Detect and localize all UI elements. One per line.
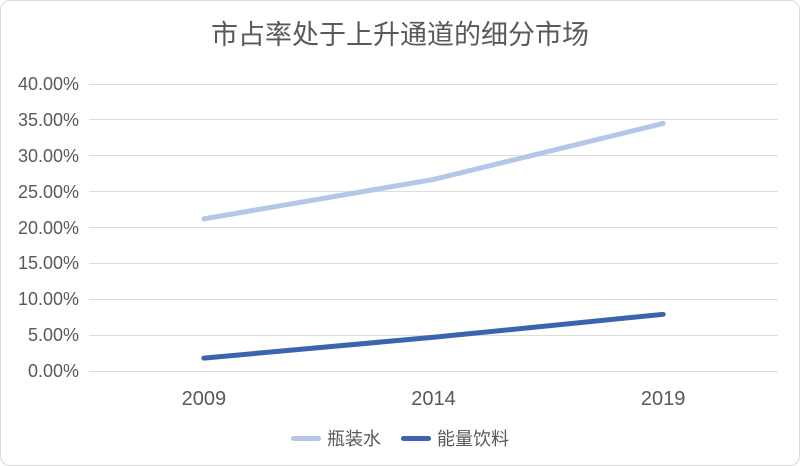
- legend-swatch: [291, 435, 321, 441]
- legend: 瓶装水 能量饮料: [1, 425, 799, 451]
- series-line-0: [201, 120, 666, 222]
- x-tick-label: 2014: [411, 388, 456, 410]
- y-tick-label: 15.00%: [17, 253, 79, 274]
- y-tick-label: 10.00%: [17, 289, 79, 310]
- gridline: [89, 119, 778, 121]
- legend-item-0: 瓶装水: [291, 425, 381, 451]
- legend-swatch: [401, 435, 431, 441]
- legend-label: 瓶装水: [327, 429, 381, 449]
- y-tick-label: 20.00%: [17, 217, 79, 238]
- gridline: [89, 83, 778, 85]
- x-tick-label: 2019: [640, 388, 686, 410]
- gridline: [89, 227, 778, 228]
- y-tick-label: 40.00%: [17, 74, 79, 94]
- gridline: [89, 191, 778, 193]
- legend-item-1: 能量饮料: [401, 425, 509, 451]
- gridline: [89, 262, 778, 264]
- gridline: [89, 155, 778, 157]
- gridline: [89, 370, 778, 372]
- series-line-1: [201, 311, 666, 361]
- y-tick-label: 5.00%: [27, 325, 79, 346]
- y-tick-label: 30.00%: [17, 145, 79, 166]
- y-tick-label: 0.00%: [27, 361, 79, 381]
- y-tick-label: 35.00%: [17, 109, 79, 130]
- legend-label: 能量饮料: [437, 429, 509, 449]
- x-tick-label: 2009: [181, 388, 227, 410]
- y-tick-label: 25.00%: [17, 181, 79, 202]
- chart-title: 市占率处于上升通道的细分市场: [211, 20, 589, 50]
- gridline: [89, 298, 778, 300]
